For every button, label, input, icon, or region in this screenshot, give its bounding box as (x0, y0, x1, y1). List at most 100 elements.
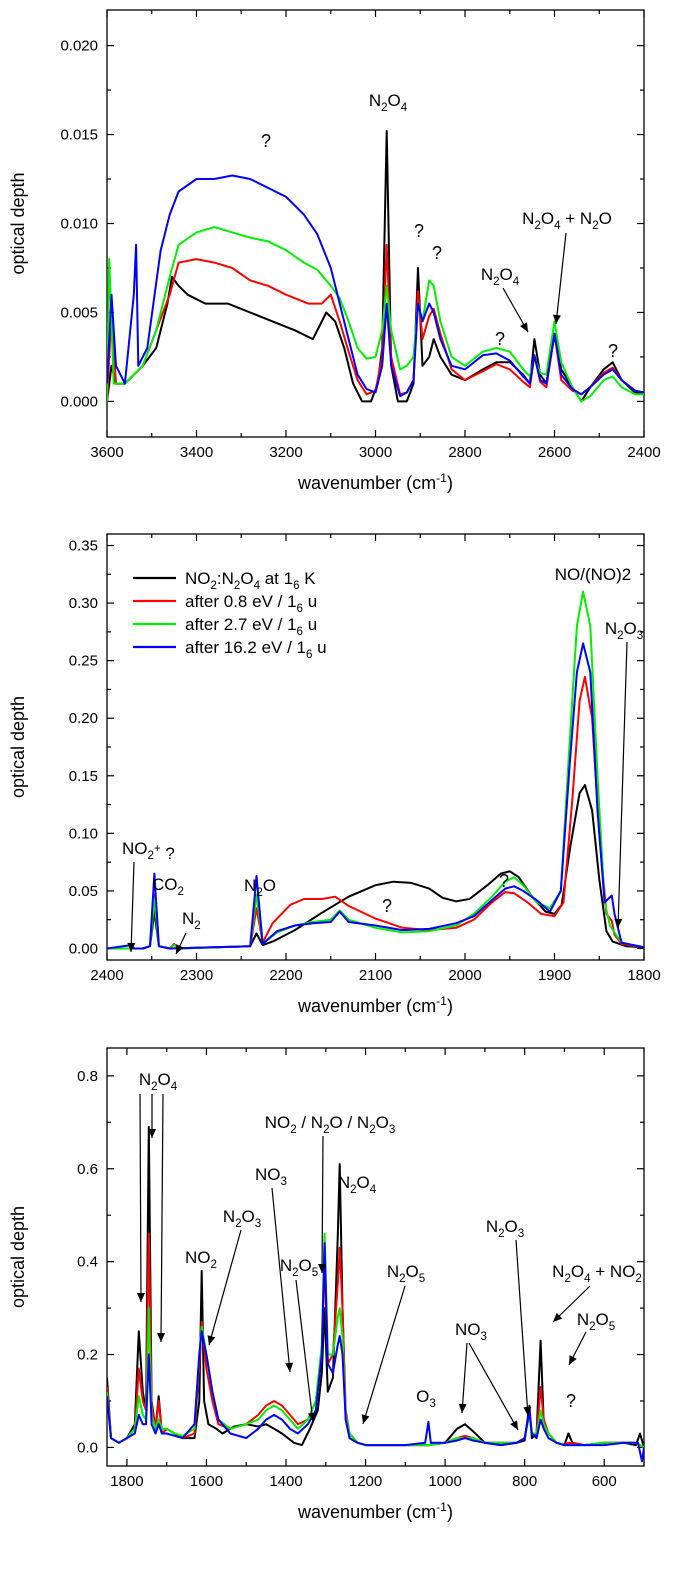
x-axis-label: wavenumber (cm-1) (297, 994, 453, 1016)
annotation-n2o4-n2o: N2O4 + N2O (522, 209, 612, 232)
annotation-n2o4-1265: N2O4 (338, 1173, 377, 1196)
annotation-arrow (468, 1342, 519, 1431)
annotation-question-2720: ? (495, 329, 505, 349)
x-tick-label: 2200 (269, 967, 302, 984)
annotation-question-2470: ? (608, 341, 618, 361)
x-axis-label: wavenumber (cm-1) (297, 471, 453, 493)
annotation-co2: CO2 (152, 875, 184, 898)
y-tick-label: 0.020 (60, 38, 98, 55)
x-tick-label: 1900 (538, 967, 571, 984)
x-tick-label: 1800 (110, 1473, 143, 1490)
annotation-n2o: N2O (244, 876, 276, 899)
annotation-question-broad: ? (261, 131, 271, 151)
series-line-4 (107, 1242, 644, 1463)
annotation-no2: NO2 (185, 1248, 217, 1271)
y-tick-label: 0.8 (77, 1068, 98, 1085)
y-tick-label: 0.015 (60, 127, 98, 144)
x-tick-label: 3600 (90, 444, 123, 461)
annotation-arrowhead (553, 1312, 563, 1322)
annotation-arrowhead (458, 1403, 467, 1413)
annotation-question-2870: ? (432, 243, 442, 263)
chart-panel-2: 2400 2300 2200 2100 2000 1900 1800 0.00 0.05 0.10… (8, 533, 661, 1016)
annotation-arrowhead (157, 1332, 166, 1342)
x-tick-label: 1200 (349, 1473, 382, 1490)
x-tick-label: 3200 (269, 444, 302, 461)
x-tick-label: 3400 (180, 444, 213, 461)
annotation-arrowhead (614, 918, 623, 928)
series-line-4 (107, 642, 644, 950)
annotation-arrowhead (285, 1362, 294, 1372)
annotation-arrowhead (176, 944, 184, 954)
x-axis-label: wavenumber (cm-1) (297, 1500, 453, 1522)
y-tick-label: 0.0 (77, 1439, 98, 1456)
series-line-3 (107, 226, 644, 403)
annotation-arrow (555, 232, 567, 325)
annotation-n2o4-2640: N2O4 (481, 265, 520, 288)
annotation-arrowhead (207, 1335, 216, 1345)
annotation-arrow (130, 861, 135, 953)
series-line-4 (107, 174, 644, 398)
annotation-question-2080: ? (382, 896, 392, 916)
annotation-arrowhead (523, 1406, 532, 1416)
annotation-question-690: ? (566, 1391, 576, 1411)
x-tick-label: 1800 (627, 967, 660, 984)
annotation-no3-950: NO3 (455, 1320, 487, 1343)
annotation-arrowhead (318, 1263, 327, 1273)
annotation-n2o4-triplet: N2O4 (139, 1070, 178, 1093)
y-tick-label: 0.6 (77, 1161, 98, 1178)
annotation-arrow (139, 1093, 142, 1303)
x-tick-label: 3000 (359, 444, 392, 461)
legend-label: after 2.7 eV / 16 u (185, 615, 317, 638)
x-tick-label: 800 (512, 1473, 537, 1490)
y-tick-label: 0.10 (69, 825, 98, 842)
legend-label: after 16.2 eV / 16 u (185, 638, 327, 661)
annotation-arrow (160, 1093, 164, 1343)
annotation-n2o4-no2: N2O4 + NO2 (552, 1262, 642, 1285)
x-tick-label: 2600 (538, 444, 571, 461)
y-axis-label: optical depth (8, 1206, 28, 1308)
annotation-arrowhead (127, 942, 136, 952)
annotation-arrow (461, 1342, 468, 1414)
annotation-arrowhead (569, 1355, 577, 1365)
annotation-n2o3-1580: N2O3 (223, 1207, 261, 1230)
y-tick-label: 0.000 (60, 393, 98, 410)
series-line-3 (107, 590, 644, 950)
annotation-arrowhead (361, 1414, 370, 1424)
x-tick-label: 1600 (190, 1473, 223, 1490)
x-tick-label: 600 (592, 1473, 617, 1490)
y-axis-label: optical depth (8, 172, 28, 274)
annotation-question-2900: ? (414, 221, 424, 241)
y-axis-label: optical depth (8, 696, 28, 798)
annotation-no2plus: NO2+ ? (122, 839, 175, 863)
legend-label: NO2:N2O4 at 16 K (185, 569, 316, 592)
annotation-arrowhead (553, 314, 561, 324)
annotation-no-dimer: NO/(NO)2 (555, 565, 632, 584)
x-tick-label: 2800 (448, 444, 481, 461)
plot-frame (106, 533, 645, 961)
y-tick-label: 0.35 (69, 538, 98, 555)
annotation-n2o3-790: N2O3 (486, 1217, 524, 1240)
chart-panel-1: 3600 3400 3200 3000 2800 2600 2400 0.000 0.005 0.… (8, 9, 661, 493)
annotation-arrow (515, 1239, 529, 1417)
annotation-arrow (362, 1285, 406, 1425)
plot-frame (106, 9, 645, 438)
annotation-arrow (295, 1279, 314, 1423)
x-tick-label: 2300 (180, 967, 213, 984)
y-tick-label: 0.4 (77, 1254, 98, 1271)
y-tick-label: 0.010 (60, 216, 98, 233)
y-tick-label: 0.25 (69, 653, 98, 670)
annotation-question-1955: ? (499, 871, 509, 891)
annotation-arrow (208, 1229, 242, 1346)
y-tick-label: 0.20 (69, 710, 98, 727)
x-tick-label: 2400 (90, 967, 123, 984)
annotation-n2o4-peak: N2O4 (369, 91, 408, 114)
annotation-no2-n2o-n2o3: NO2 / N2O / N2O3 (265, 1113, 396, 1136)
annotation-arrowhead (510, 1420, 518, 1430)
annotation-n2o5-740: N2O5 (577, 1310, 615, 1333)
y-tick-label: 0.00 (69, 940, 98, 957)
annotation-arrowhead (148, 1129, 156, 1138)
x-tick-label: 2400 (627, 444, 660, 461)
y-tick-label: 0.2 (77, 1347, 98, 1364)
x-tick-label: 2000 (448, 967, 481, 984)
chart-panel-3: 1800 1600 1400 1200 1000 800 600 0.0 0.2 0.4 0.6 0.… (8, 1047, 645, 1522)
